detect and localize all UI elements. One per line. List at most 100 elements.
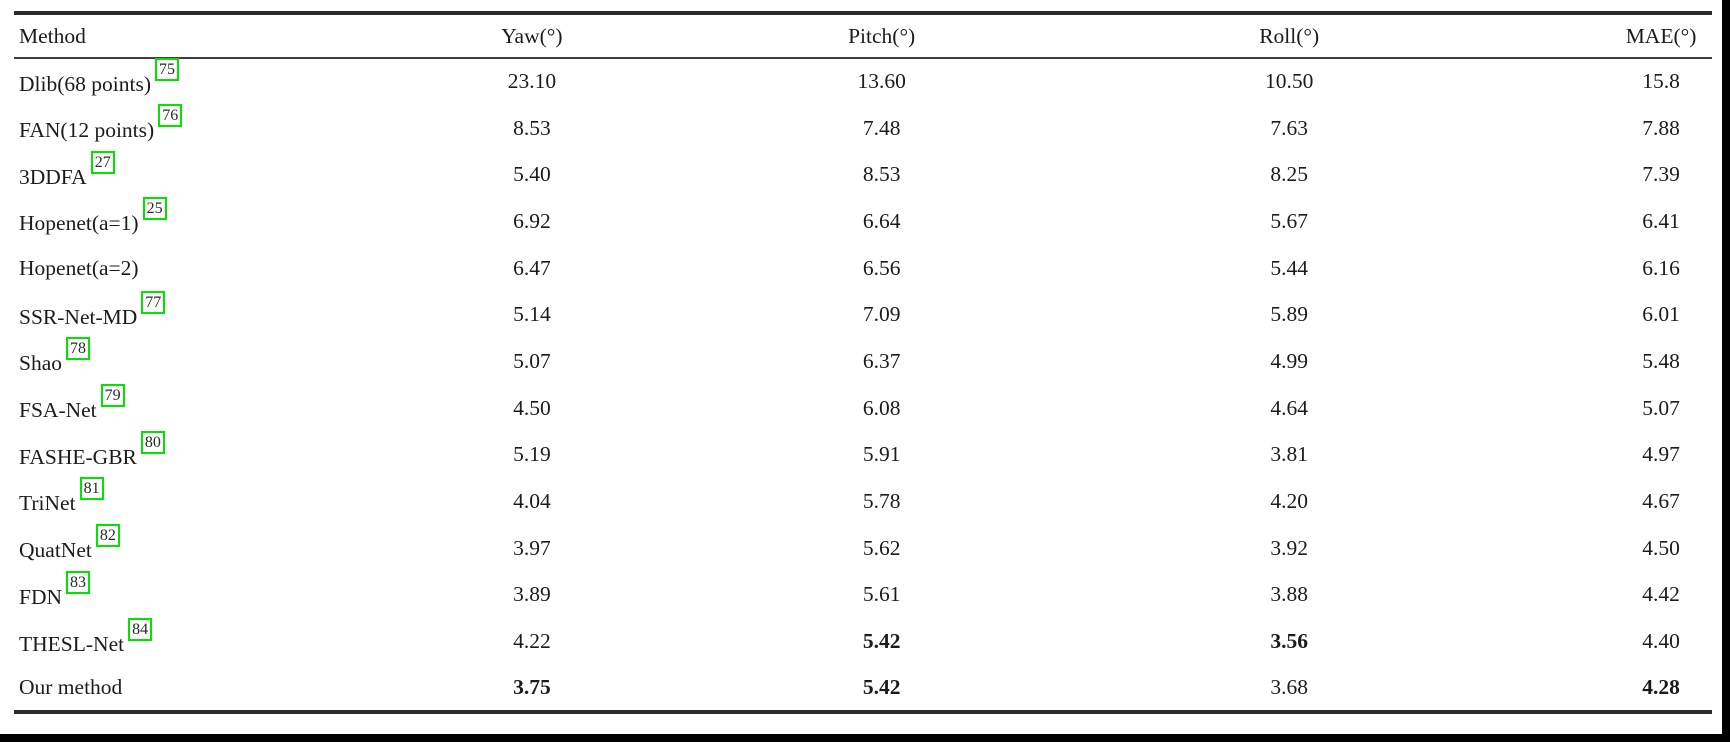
citation-link[interactable]: 25 bbox=[142, 197, 167, 221]
citation-link[interactable]: 75 bbox=[154, 57, 179, 81]
method-name: SSR-Net-MD bbox=[19, 304, 138, 329]
method-name: Dlib(68 points) bbox=[19, 71, 151, 96]
citation-link[interactable]: 80 bbox=[140, 430, 165, 454]
pitch-value: 5.42 bbox=[862, 629, 901, 654]
roll-value: 4.20 bbox=[1270, 489, 1308, 514]
mae-value: 4.40 bbox=[1642, 629, 1680, 654]
roll-value: 7.63 bbox=[1270, 115, 1308, 140]
pitch-value: 5.42 bbox=[862, 674, 901, 699]
mae-value: 4.67 bbox=[1642, 489, 1680, 514]
mae-value: 6.41 bbox=[1642, 208, 1680, 233]
table-header: Method Yaw(°) Pitch(°) Roll(°) MAE(°) bbox=[14, 13, 1712, 59]
yaw-value: 23.10 bbox=[507, 69, 557, 94]
method-name: Hopenet(a=2) bbox=[19, 255, 139, 280]
roll-value: 3.88 bbox=[1270, 582, 1308, 607]
method-name: FSA-Net bbox=[19, 398, 97, 423]
roll-value: 3.68 bbox=[1270, 674, 1308, 699]
method-cell: Our method bbox=[14, 665, 269, 712]
yaw-value: 8.53 bbox=[513, 115, 551, 140]
table-row: Hopenet(a=2) 6.47 6.56 5.44 6.16 bbox=[14, 245, 1712, 292]
yaw-value: 5.19 bbox=[513, 442, 551, 467]
table-row: FASHE-GBR80 5.19 5.91 3.81 4.97 bbox=[14, 430, 1712, 479]
yaw-value: 5.07 bbox=[513, 348, 551, 373]
method-cell: FDN83 bbox=[14, 570, 269, 619]
table-row: SSR-Net-MD77 5.14 7.09 5.89 6.01 bbox=[14, 290, 1712, 338]
pitch-value: 8.53 bbox=[862, 162, 901, 187]
mae-value: 5.07 bbox=[1642, 395, 1680, 420]
pitch-value: 6.08 bbox=[862, 395, 901, 420]
yaw-value: 3.89 bbox=[513, 582, 551, 607]
yaw-value: 6.47 bbox=[513, 255, 551, 280]
method-cell: FAN(12 points)76 bbox=[14, 103, 269, 152]
citation-link[interactable]: 27 bbox=[90, 150, 115, 174]
pitch-value: 5.62 bbox=[862, 535, 901, 560]
mae-value: 6.01 bbox=[1642, 302, 1680, 327]
yaw-value: 3.75 bbox=[513, 674, 551, 699]
pitch-value: 6.64 bbox=[862, 208, 901, 233]
table-row: TriNet81 4.04 5.78 4.20 4.67 bbox=[14, 477, 1712, 525]
roll-value: 8.25 bbox=[1270, 162, 1308, 187]
citation-link[interactable]: 81 bbox=[79, 477, 104, 501]
roll-value: 3.92 bbox=[1270, 535, 1308, 560]
pitch-value: 5.91 bbox=[862, 442, 901, 467]
column-header-roll: Roll(°) bbox=[968, 13, 1611, 59]
method-cell: Dlib(68 points)75 bbox=[14, 57, 269, 105]
results-table: Method Yaw(°) Pitch(°) Roll(°) MAE(°) Dl… bbox=[14, 11, 1712, 714]
table-row: FSA-Net79 4.50 6.08 4.64 5.07 bbox=[14, 384, 1712, 432]
roll-value: 3.81 bbox=[1270, 442, 1308, 467]
column-header-pitch: Pitch(°) bbox=[795, 13, 969, 59]
method-cell: Hopenet(a=2) bbox=[14, 245, 269, 292]
column-header-method: Method bbox=[14, 13, 269, 59]
pitch-value: 6.56 bbox=[862, 255, 901, 280]
mae-value: 5.48 bbox=[1642, 348, 1680, 373]
roll-value: 10.50 bbox=[1264, 69, 1314, 94]
roll-value: 5.67 bbox=[1270, 208, 1308, 233]
yaw-value: 6.92 bbox=[513, 208, 551, 233]
method-cell: Shao78 bbox=[14, 337, 269, 385]
yaw-value: 4.04 bbox=[513, 489, 551, 514]
pitch-value: 7.48 bbox=[862, 115, 901, 140]
mae-value: 15.8 bbox=[1642, 69, 1680, 94]
mae-value: 4.97 bbox=[1642, 442, 1680, 467]
table-row: Dlib(68 points)75 23.10 13.60 10.50 15.8 bbox=[14, 57, 1712, 105]
citation-link[interactable]: 78 bbox=[66, 337, 90, 361]
method-name: Our method bbox=[19, 674, 123, 699]
method-name: Shao bbox=[19, 351, 62, 376]
table-row: Shao78 5.07 6.37 4.99 5.48 bbox=[14, 337, 1712, 385]
method-name: FDN bbox=[19, 584, 63, 609]
method-name: FASHE-GBR bbox=[19, 444, 137, 469]
citation-link[interactable]: 82 bbox=[95, 524, 120, 548]
pitch-value: 6.37 bbox=[862, 348, 901, 373]
method-cell: FASHE-GBR80 bbox=[14, 430, 269, 479]
method-cell: QuatNet82 bbox=[14, 524, 269, 572]
mae-value: 6.16 bbox=[1642, 255, 1680, 280]
mae-value: 4.50 bbox=[1642, 535, 1680, 560]
table-row: QuatNet82 3.97 5.62 3.92 4.50 bbox=[14, 524, 1712, 572]
method-name: FAN(12 points) bbox=[19, 118, 155, 143]
citation-link[interactable]: 77 bbox=[141, 290, 166, 314]
image-border-bottom bbox=[0, 734, 1730, 742]
yaw-value: 5.14 bbox=[513, 302, 551, 327]
column-header-yaw: Yaw(°) bbox=[268, 13, 796, 59]
citation-link[interactable]: 84 bbox=[128, 617, 153, 641]
method-cell: Hopenet(a=1)25 bbox=[14, 197, 269, 245]
citation-link[interactable]: 83 bbox=[66, 570, 91, 594]
method-cell: FSA-Net79 bbox=[14, 384, 269, 432]
table-row: FDN83 3.89 5.61 3.88 4.42 bbox=[14, 570, 1712, 619]
method-cell: THESL-Net84 bbox=[14, 617, 269, 665]
roll-value: 4.64 bbox=[1270, 395, 1308, 420]
roll-value: 5.89 bbox=[1270, 302, 1308, 327]
table-row: THESL-Net84 4.22 5.42 3.56 4.40 bbox=[14, 617, 1712, 665]
column-header-mae: MAE(°) bbox=[1610, 13, 1712, 59]
roll-value: 5.44 bbox=[1270, 255, 1308, 280]
method-name: THESL-Net bbox=[19, 631, 125, 656]
citation-link[interactable]: 79 bbox=[100, 384, 125, 408]
image-border-right bbox=[1722, 0, 1730, 742]
yaw-value: 3.97 bbox=[513, 535, 551, 560]
method-cell: 3DDFA27 bbox=[14, 150, 269, 198]
citation-link[interactable]: 76 bbox=[158, 103, 183, 127]
method-cell: TriNet81 bbox=[14, 477, 269, 525]
table-body: Dlib(68 points)75 23.10 13.60 10.50 15.8 FAN(… bbox=[14, 57, 1712, 712]
mae-value: 7.39 bbox=[1642, 162, 1680, 187]
